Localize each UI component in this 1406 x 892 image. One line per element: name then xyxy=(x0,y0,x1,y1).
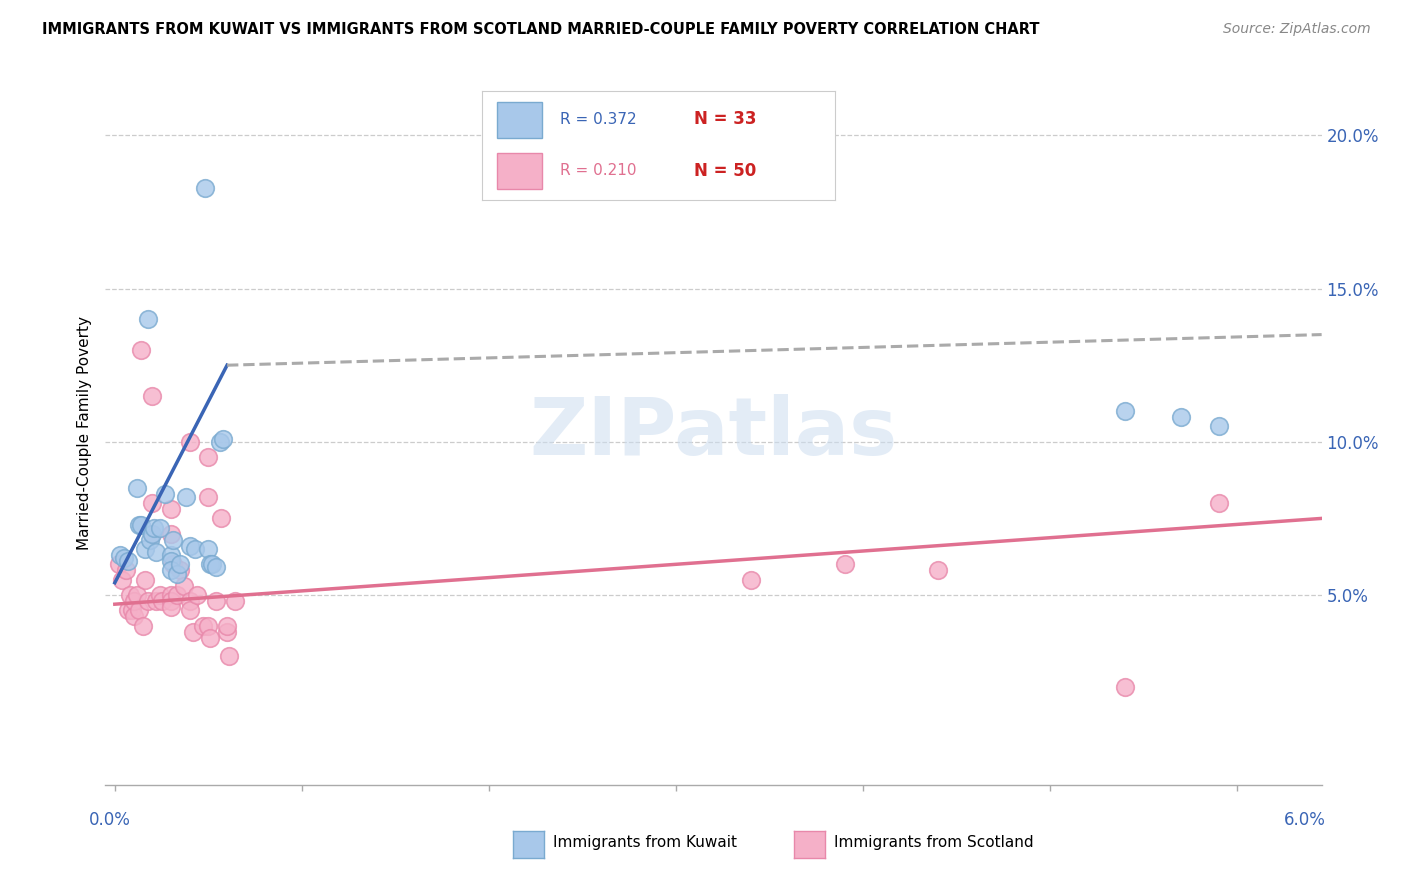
Text: 6.0%: 6.0% xyxy=(1284,811,1326,829)
Point xyxy=(197,542,219,557)
Point xyxy=(149,520,172,534)
Point xyxy=(160,600,183,615)
Point xyxy=(145,594,167,608)
Point xyxy=(217,624,239,639)
Point xyxy=(129,343,152,357)
Point xyxy=(150,594,173,608)
Point xyxy=(174,490,197,504)
Point xyxy=(169,558,191,572)
Text: Source: ZipAtlas.com: Source: ZipAtlas.com xyxy=(1223,22,1371,37)
Point xyxy=(138,594,160,608)
Point xyxy=(141,526,163,541)
Point xyxy=(740,573,762,587)
Point xyxy=(186,588,208,602)
Point xyxy=(169,564,191,578)
Point xyxy=(208,434,231,449)
Point xyxy=(127,481,149,495)
Point xyxy=(107,558,129,572)
Point xyxy=(179,539,201,553)
Point xyxy=(200,631,222,645)
Point xyxy=(160,502,183,516)
Text: Immigrants from Kuwait: Immigrants from Kuwait xyxy=(553,836,737,850)
Point xyxy=(1208,419,1230,434)
Point xyxy=(191,618,214,632)
Point xyxy=(160,554,183,568)
Point xyxy=(194,180,217,194)
Point xyxy=(1114,404,1136,418)
Point xyxy=(134,542,156,557)
Point xyxy=(179,594,201,608)
Text: Immigrants from Scotland: Immigrants from Scotland xyxy=(834,836,1033,850)
Point xyxy=(217,618,239,632)
Text: ZIPatlas: ZIPatlas xyxy=(530,393,897,472)
Point xyxy=(1170,410,1192,425)
Y-axis label: Married-Couple Family Poverty: Married-Couple Family Poverty xyxy=(76,316,91,549)
Point xyxy=(197,618,219,632)
Point xyxy=(218,649,240,664)
Point xyxy=(834,558,856,572)
Point xyxy=(166,588,188,602)
Point xyxy=(197,490,219,504)
Point xyxy=(143,520,166,534)
Point xyxy=(134,573,156,587)
Point xyxy=(183,624,205,639)
Point xyxy=(224,594,246,608)
Point xyxy=(127,588,149,602)
Point xyxy=(184,542,207,557)
Point xyxy=(179,603,201,617)
Point xyxy=(128,517,150,532)
Point xyxy=(138,312,160,326)
Point xyxy=(117,603,139,617)
Point xyxy=(162,558,184,572)
Point xyxy=(141,526,163,541)
Point xyxy=(201,558,224,572)
Point xyxy=(112,551,135,566)
Point xyxy=(129,517,152,532)
Point xyxy=(115,564,138,578)
Point xyxy=(145,545,167,559)
Point xyxy=(211,511,233,525)
Point xyxy=(179,434,201,449)
Point xyxy=(166,566,188,581)
Point xyxy=(141,389,163,403)
Point xyxy=(141,496,163,510)
Point xyxy=(200,558,222,572)
Point xyxy=(118,588,141,602)
Point xyxy=(927,564,949,578)
Point xyxy=(160,564,183,578)
Point xyxy=(160,594,183,608)
Point xyxy=(197,450,219,464)
Point xyxy=(205,560,228,574)
Point xyxy=(122,609,145,624)
Point xyxy=(212,432,235,446)
Point xyxy=(162,533,184,547)
Point xyxy=(155,487,177,501)
Point xyxy=(160,526,183,541)
Text: IMMIGRANTS FROM KUWAIT VS IMMIGRANTS FROM SCOTLAND MARRIED-COUPLE FAMILY POVERTY: IMMIGRANTS FROM KUWAIT VS IMMIGRANTS FRO… xyxy=(42,22,1039,37)
Point xyxy=(111,573,134,587)
Point xyxy=(1208,496,1230,510)
Point xyxy=(149,588,172,602)
Point xyxy=(122,594,145,608)
Point xyxy=(121,603,143,617)
Point xyxy=(110,548,132,562)
Point xyxy=(132,618,155,632)
Point xyxy=(139,533,162,547)
Point xyxy=(173,579,195,593)
Point xyxy=(205,594,228,608)
Point xyxy=(128,603,150,617)
Point xyxy=(160,548,183,562)
Text: 0.0%: 0.0% xyxy=(89,811,131,829)
Point xyxy=(1114,680,1136,694)
Point xyxy=(160,588,183,602)
Point xyxy=(117,554,139,568)
